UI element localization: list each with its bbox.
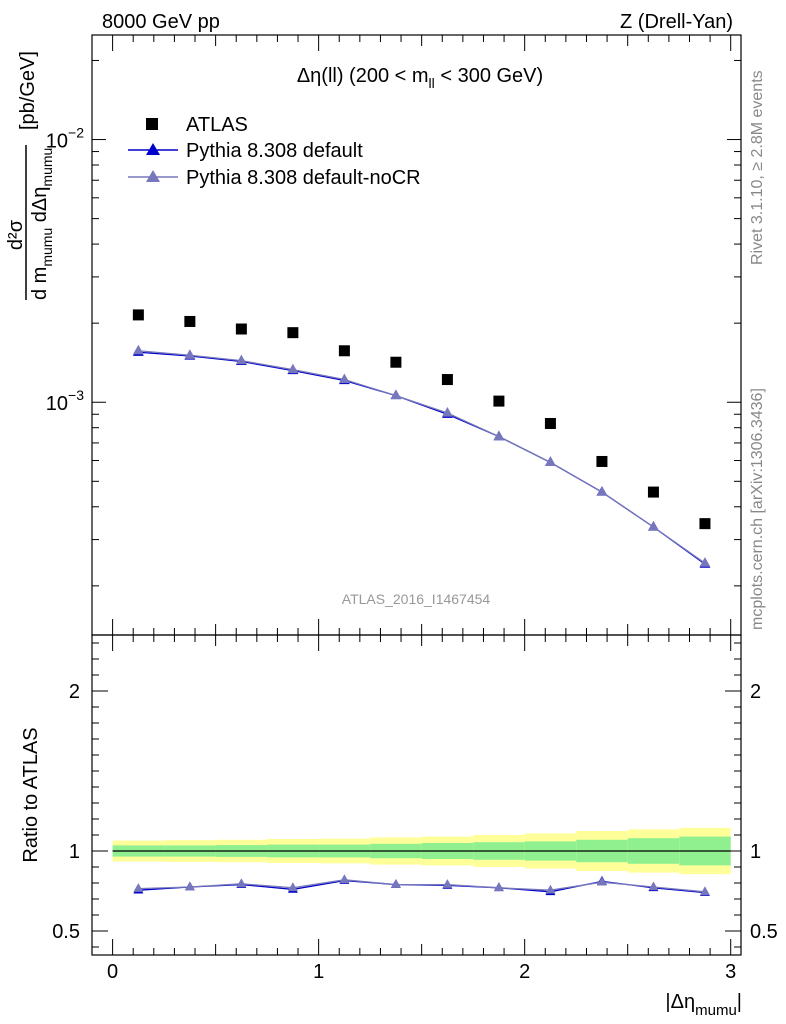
main-axes: 10−210−3 (46, 35, 741, 635)
atlas-data-point (338, 345, 350, 357)
main-plot-area (132, 309, 711, 568)
ratio-point-1 (545, 884, 556, 894)
ratio-ytick-label-left: 1 (69, 841, 80, 863)
mc-point-2 (493, 430, 505, 441)
plot-title: Δη(ll) (200 < mll < 300 GeV) (297, 65, 543, 91)
mc-point-2 (699, 557, 711, 567)
main-ytick-label: 10−2 (46, 125, 84, 153)
legend-label-nocr: Pythia 8.308 default-noCR (186, 167, 421, 189)
mc-point-2 (235, 354, 247, 365)
ylabel-den-sub2: mumu (39, 148, 55, 187)
ytick-exponent: −3 (68, 387, 84, 403)
ylabel-denominator: d mmumu dΔηmumu (29, 148, 55, 300)
xtick-label: 2 (519, 961, 530, 983)
mc-line-2 (138, 350, 706, 564)
xtick-label: 0 (107, 961, 118, 983)
rivet-label: Rivet 3.1.10, ≥ 2.8M events (749, 70, 766, 265)
ratio-ytick-label-right: 1 (750, 841, 761, 863)
mc-point-2 (184, 349, 196, 359)
mc-point-2 (442, 406, 453, 417)
ratio-axes: 0.5 0.5 1 1 2 2 0 1 2 3 (52, 635, 778, 983)
ratio-point-1 (236, 878, 247, 888)
ratio-point-1 (493, 882, 504, 892)
ytick-base: 10 (46, 131, 68, 153)
ratio-line-0 (138, 879, 706, 894)
plot-title-a: Δη(ll) (200 < m (297, 65, 429, 87)
mc-point-2 (596, 486, 608, 496)
ratio-point-1 (184, 881, 195, 891)
atlas-data-point (235, 323, 247, 335)
mc-point-2 (287, 363, 299, 374)
legend-marker-default (146, 143, 160, 155)
ytick-exponent: −2 (68, 125, 84, 141)
ratio-ytick-label-left: 2 (69, 681, 80, 703)
legend-marker-nocr (146, 170, 160, 182)
ratio-point-1 (390, 879, 401, 888)
xlabel-b: | (737, 991, 742, 1013)
ylabel-den-b: dΔη (29, 187, 51, 228)
atlas-data-point (132, 309, 144, 321)
ratio-point-1 (287, 882, 298, 892)
ylabel-numerator: d²σ (5, 219, 27, 250)
ratio-ytick-label-right: 0.5 (750, 921, 778, 943)
ratio-line-1 (138, 879, 706, 893)
header-right: Z (Drell-Yan) (620, 11, 733, 33)
atlas-data-point (184, 315, 196, 327)
legend-label-atlas: ATLAS (186, 114, 248, 136)
atlas-data-point (596, 455, 608, 467)
ylabel-den-sub1: mumu (39, 228, 55, 267)
main-ytick-label: 10−3 (46, 387, 84, 415)
ratio-ytick-label-right: 2 (750, 681, 761, 703)
legend: ATLAS Pythia 8.308 default Pythia 8.308 … (128, 114, 421, 189)
ratio-point-1 (339, 874, 350, 884)
xlabel-a: |Δη (665, 991, 695, 1013)
ratio-point-1 (133, 883, 144, 892)
ratio-frame (91, 634, 742, 956)
mcplots-label: mcplots.cern.ch [arXiv:1306.3436] (749, 388, 766, 630)
atlas-data-point (390, 356, 402, 368)
ratio-point-1 (442, 879, 453, 888)
ratio-point-1 (648, 881, 659, 891)
atlas-data-point (493, 395, 505, 407)
ratio-panel: 0.5 0.5 1 1 2 2 0 1 2 3 Ratio to ATLAS |Δηmumu| (20, 634, 778, 1019)
xlabel-sub: mumu (695, 1002, 737, 1019)
atlas-data-point (441, 374, 453, 386)
ratio-point-1 (699, 886, 710, 896)
ratio-point-1 (596, 876, 607, 886)
analysis-watermark: ATLAS_2016_I1467454 (342, 591, 491, 607)
legend-label-default: Pythia 8.308 default (186, 140, 363, 162)
header-left: 8000 GeV pp (102, 11, 220, 33)
ylabel-units: [pb/GeV] (17, 51, 39, 130)
ratio-ytick-label-left: 0.5 (52, 921, 80, 943)
ylabel-den-a: d m (29, 267, 51, 300)
xtick-label: 1 (313, 961, 324, 983)
mc-point-2 (338, 373, 350, 384)
main-panel: 10−210−3 Δη(ll) (200 < mll < 300 GeV) AT… (5, 34, 742, 636)
mc-point-2 (390, 389, 402, 400)
ytick-base: 10 (46, 393, 68, 415)
main-y-axis-label: d²σ d mmumu dΔηmumu [pb/GeV] (5, 51, 55, 300)
plot-title-sub: ll (429, 75, 435, 91)
mc-line-1 (138, 351, 706, 565)
plot-title-b: < 300 GeV) (435, 65, 543, 87)
mc-point-2 (545, 456, 556, 467)
mc-point-2 (648, 521, 659, 531)
legend-marker-atlas (146, 118, 158, 130)
ratio-y-axis-label: Ratio to ATLAS (20, 727, 42, 862)
atlas-data-point (699, 518, 711, 530)
atlas-data-point (287, 327, 299, 339)
ratio-plot-area (112, 827, 731, 896)
atlas-data-point (544, 417, 556, 429)
x-axis-label: |Δηmumu| (665, 991, 742, 1019)
xtick-label: 3 (725, 961, 736, 983)
atlas-data-point (647, 486, 659, 498)
mc-point-2 (132, 344, 144, 355)
